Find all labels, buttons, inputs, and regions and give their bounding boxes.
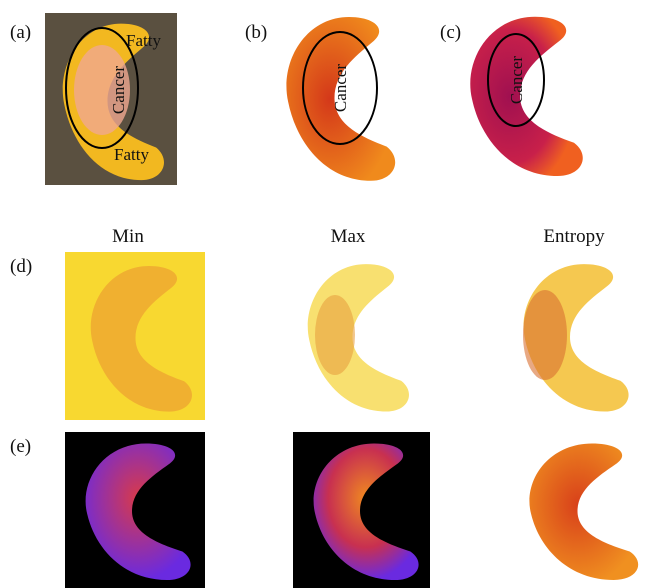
column-header: Min <box>112 226 144 247</box>
annotation: Cancer <box>507 56 526 104</box>
row-label: (d) <box>10 256 32 277</box>
figure: (a) Fatty Cancer Fatty (b) Cancer (c) Ca… <box>0 0 660 588</box>
heatmap <box>529 444 638 581</box>
panel-label: (a) <box>10 22 31 43</box>
panel-label: (c) <box>440 22 461 43</box>
panel-label: (b) <box>245 22 267 43</box>
row-label: (e) <box>10 436 31 457</box>
column-header: Entropy <box>543 226 605 247</box>
hotspot <box>523 290 567 380</box>
annotation: Cancer <box>331 64 350 112</box>
heatmap <box>470 17 582 176</box>
column-header: Max <box>331 226 366 247</box>
hotspot <box>315 295 355 375</box>
annotation: Cancer <box>109 66 128 114</box>
annotation: Fatty <box>114 145 149 164</box>
annotation: Fatty <box>126 31 161 50</box>
